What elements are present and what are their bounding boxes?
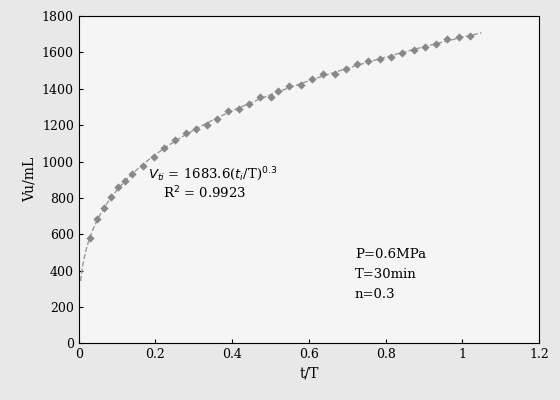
Point <box>398 49 407 56</box>
Point <box>465 33 474 40</box>
Text: $V_{ti}$ = 1683.6($t_{i}$/T)$^{0.3}$: $V_{ti}$ = 1683.6($t_{i}$/T)$^{0.3}$ <box>148 166 277 183</box>
Point <box>113 184 122 190</box>
Text: R$^{2}$ = 0.9923: R$^{2}$ = 0.9923 <box>163 184 246 201</box>
Point <box>319 71 328 77</box>
Point <box>255 94 264 100</box>
Point <box>266 94 275 100</box>
Point <box>120 178 129 184</box>
Point <box>234 106 243 112</box>
Point <box>307 76 316 83</box>
X-axis label: t/T: t/T <box>299 367 319 381</box>
Point <box>421 44 430 50</box>
Text: P=0.6MPa
T=30min
n=0.3: P=0.6MPa T=30min n=0.3 <box>355 248 426 301</box>
Point <box>92 216 101 222</box>
Point <box>375 56 384 62</box>
Point <box>213 116 222 122</box>
Point <box>454 34 463 40</box>
Point <box>170 137 179 144</box>
Point <box>128 170 137 177</box>
Point <box>386 54 395 60</box>
Point <box>432 41 441 48</box>
Point <box>245 100 254 107</box>
Point <box>202 122 211 128</box>
Point <box>342 66 351 72</box>
Point <box>149 154 158 160</box>
Point <box>223 108 232 114</box>
Y-axis label: Vu/mL: Vu/mL <box>22 157 36 202</box>
Point <box>364 58 373 64</box>
Point <box>138 163 147 169</box>
Point <box>192 126 200 132</box>
Point <box>106 194 115 200</box>
Point <box>443 36 452 43</box>
Point <box>353 61 362 68</box>
Point <box>285 82 294 89</box>
Point <box>86 235 95 242</box>
Point <box>181 130 190 137</box>
Point <box>160 145 169 152</box>
Point <box>409 47 418 53</box>
Point <box>274 88 283 94</box>
Point <box>100 205 109 212</box>
Point <box>296 82 305 88</box>
Point <box>330 71 339 77</box>
